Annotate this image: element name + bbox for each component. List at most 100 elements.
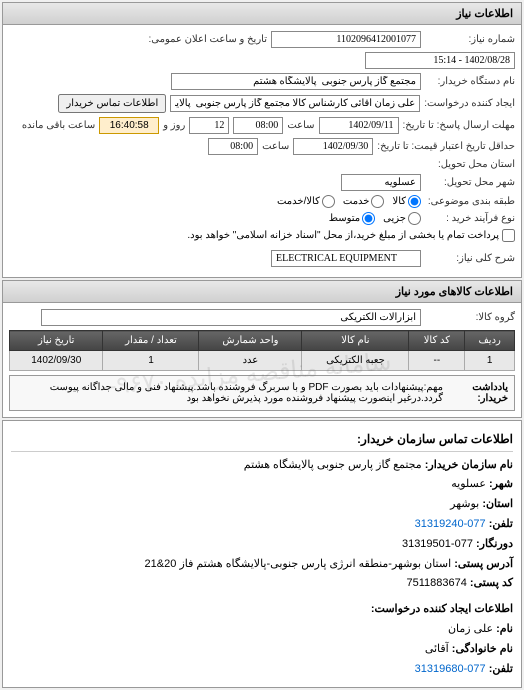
goods-group-label: گروه کالا: <box>425 312 515 323</box>
process-note: پرداخت تمام یا بخشی از مبلغ خرید،از محل … <box>187 230 499 241</box>
need-info-header: اطلاعات نیاز <box>3 3 521 25</box>
treasury-check[interactable]: پرداخت تمام یا بخشی از مبلغ خرید،از محل … <box>187 229 515 242</box>
radio-medium[interactable]: متوسط <box>329 212 375 225</box>
time-label-1: ساعت <box>287 120 314 131</box>
contact-family: نام خانوادگی: آقائی <box>11 640 513 660</box>
contact-section: اطلاعات تماس سازمان خریدار: نام سازمان خ… <box>2 420 522 688</box>
treasury-checkbox[interactable] <box>502 229 515 242</box>
contact-postal: کد پستی: 7511883674 <box>11 574 513 594</box>
days-label: روز و <box>163 120 185 131</box>
radio-goods[interactable]: کالا <box>392 195 421 208</box>
validity-date-field[interactable] <box>293 138 373 155</box>
province-label: استان محل تحویل: <box>425 159 515 170</box>
c-cphone-value[interactable]: 077-31319680 <box>415 663 486 675</box>
col-name: نام کالا <box>302 331 409 351</box>
deadline-date-field[interactable] <box>319 117 399 134</box>
radio-both[interactable]: کالا/خدمت <box>277 195 335 208</box>
table-header-row: ردیف کد کالا نام کالا واحد شمارش تعداد /… <box>10 331 515 351</box>
buyer-field[interactable] <box>171 73 421 90</box>
announce-label: تاریخ و ساعت اعلان عمومی: <box>149 34 268 45</box>
city-label: شهر محل تحویل: <box>425 177 515 188</box>
c-fax-label: دورنگار: <box>476 538 513 550</box>
cell-unit: عدد <box>199 351 302 371</box>
row-validity: حداقل تاریخ اعتبار قیمت: تا تاریخ: ساعت <box>9 138 515 155</box>
c-family-label: نام خانوادگی: <box>452 643 513 655</box>
radio-partial-input[interactable] <box>408 212 421 225</box>
cell-qty: 1 <box>103 351 199 371</box>
c-city-value: عسلویه <box>451 478 486 490</box>
deadline-time-field[interactable] <box>233 117 283 134</box>
org-value: مجتمع گاز پارس جنوبی پالایشگاه هشتم <box>244 459 422 471</box>
creator-field[interactable] <box>170 95 420 112</box>
c-name-label: نام: <box>496 623 513 635</box>
contact-title: اطلاعات تماس سازمان خریدار: <box>11 429 513 452</box>
goods-group-field[interactable] <box>41 309 421 326</box>
timer-label: ساعت باقی مانده <box>22 120 95 131</box>
c-postal-label: کد پستی: <box>470 577 513 589</box>
row-buyer: نام دستگاه خریدار: <box>9 73 515 90</box>
radio-partial[interactable]: جزیی <box>383 212 421 225</box>
radio-both-input[interactable] <box>322 195 335 208</box>
contact-org: نام سازمان خریدار: مجتمع گاز پارس جنوبی … <box>11 456 513 476</box>
row-deadline: مهلت ارسال پاسخ: تا تاریخ: ساعت روز و 16… <box>9 117 515 134</box>
goods-info-header: اطلاعات کالاهای مورد نیاز <box>3 281 521 303</box>
col-code: کد کالا <box>409 331 465 351</box>
table-row[interactable]: 1 -- جعبه الکتریکی عدد 1 1402/09/30 <box>10 351 515 371</box>
need-title-label: شرح کلی نیاز: <box>425 253 515 264</box>
c-province-label: استان: <box>482 498 513 510</box>
contact-name: نام: علی زمان <box>11 620 513 640</box>
col-date: تاریخ نیاز <box>10 331 103 351</box>
radio-medium-input[interactable] <box>362 212 375 225</box>
org-label: نام سازمان خریدار: <box>425 459 513 471</box>
row-city: شهر محل تحویل: <box>9 174 515 191</box>
city-field[interactable] <box>341 174 421 191</box>
goods-body: گروه کالا: ردیف کد کالا نام کالا واحد شم… <box>3 303 521 417</box>
buyer-label: نام دستگاه خریدار: <box>425 76 515 87</box>
type-radio-group: کالا خدمت کالا/خدمت <box>277 195 421 208</box>
c-fax-value: 077-31319501 <box>402 538 473 550</box>
days-field[interactable] <box>189 117 229 134</box>
contact-cphone: تلفن: 077-31319680 <box>11 660 513 680</box>
col-qty: تعداد / مقدار <box>103 331 199 351</box>
validity-time-field[interactable] <box>208 138 258 155</box>
cell-idx: 1 <box>465 351 515 371</box>
need-info-panel: اطلاعات نیاز شماره نیاز: تاریخ و ساعت اع… <box>2 2 522 278</box>
row-province: استان محل تحویل: <box>9 159 515 170</box>
c-phone-label: تلفن: <box>489 518 513 530</box>
c-name-value: علی زمان <box>448 623 493 635</box>
notes-label: یادداشت خریدار: <box>448 382 508 404</box>
group-label: طبقه بندی موضوعی: <box>425 196 515 207</box>
row-goods-group: گروه کالا: <box>9 309 515 326</box>
radio-service[interactable]: خدمت <box>343 195 385 208</box>
c-address-label: آدرس پستی: <box>454 558 513 570</box>
c-cphone-label: تلفن: <box>489 663 513 675</box>
request-no-label: شماره نیاز: <box>425 34 515 45</box>
need-info-body: شماره نیاز: تاریخ و ساعت اعلان عمومی: نا… <box>3 25 521 277</box>
need-title-field[interactable] <box>271 250 421 267</box>
validity-label: حداقل تاریخ اعتبار قیمت: تا تاریخ: <box>377 141 515 152</box>
contact-province: استان: بوشهر <box>11 495 513 515</box>
request-no-field[interactable] <box>271 31 421 48</box>
c-address-value: استان بوشهر-منطقه انرژی پارس جنوبی-پالای… <box>145 558 452 570</box>
process-radio-group: جزیی متوسط <box>329 212 421 225</box>
radio-partial-label: جزیی <box>383 213 406 224</box>
radio-service-input[interactable] <box>371 195 384 208</box>
radio-goods-input[interactable] <box>408 195 421 208</box>
cell-date: 1402/09/30 <box>10 351 103 371</box>
c-family-value: آقائی <box>425 643 449 655</box>
buyer-notes-box: یادداشت خریدار: مهم:پیشنهادات باید بصورت… <box>9 375 515 411</box>
row-creator: ایجاد کننده درخواست: اطلاعات تماس خریدار <box>9 94 515 113</box>
contact-fax: دورنگار: 077-31319501 <box>11 535 513 555</box>
col-row: ردیف <box>465 331 515 351</box>
radio-both-label: کالا/خدمت <box>277 196 320 207</box>
notes-text: مهم:پیشنهادات باید بصورت PDF و با سربرگ … <box>16 382 443 404</box>
cell-code: -- <box>409 351 465 371</box>
contact-button[interactable]: اطلاعات تماس خریدار <box>58 94 166 113</box>
c-province-value: بوشهر <box>450 498 479 510</box>
cell-name: جعبه الکتریکی <box>302 351 409 371</box>
deadline-label: مهلت ارسال پاسخ: تا تاریخ: <box>403 120 515 131</box>
announce-field[interactable] <box>365 52 515 69</box>
c-phone-value[interactable]: 077-31319240 <box>415 518 486 530</box>
time-label-2: ساعت <box>262 141 289 152</box>
radio-service-label: خدمت <box>343 196 370 207</box>
